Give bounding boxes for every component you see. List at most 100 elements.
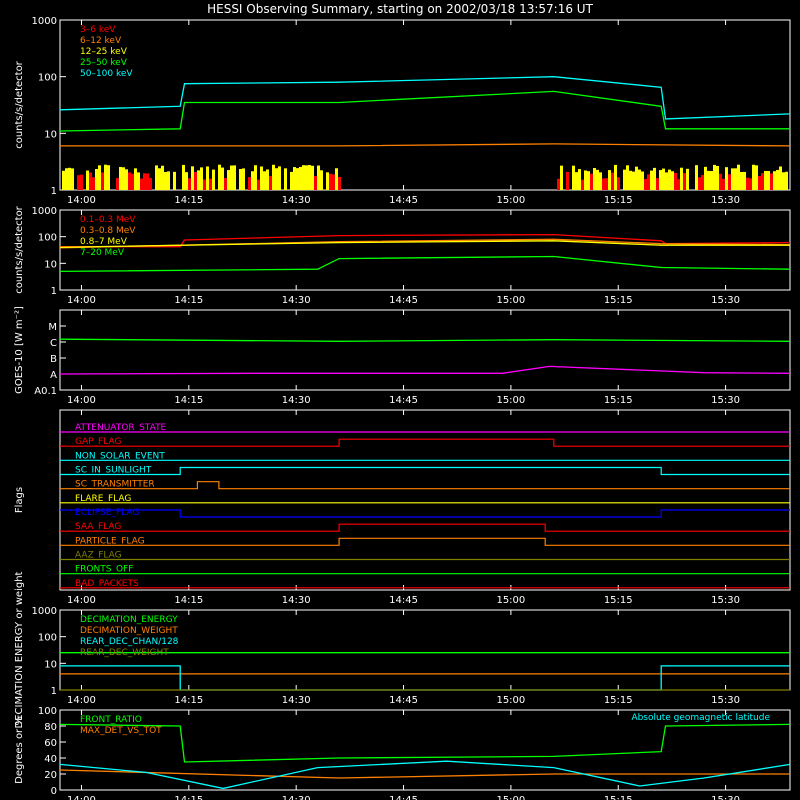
- panel-hard: 14:00 14:15 14:30 14:45 15:00 15:15 15:30 1 10 10…: [14, 16, 791, 206]
- series-goes-short: [59, 365, 791, 375]
- series-bar: [701, 175, 704, 190]
- series-bar: [641, 171, 644, 190]
- series-bar: [68, 167, 71, 190]
- time-tick-label: 15:30: [711, 795, 740, 800]
- time-tick-label: 14:00: [67, 695, 96, 706]
- time-tick-label: 15:00: [496, 195, 525, 206]
- series-50-100-kev: [59, 76, 791, 120]
- series-bar: [254, 165, 257, 190]
- y-tick-label: 1000: [32, 606, 57, 617]
- series-bar: [758, 175, 761, 190]
- series-bar: [263, 171, 266, 190]
- flag-label: GAP_FLAG: [75, 437, 121, 447]
- y-axis-label: DECIMATION ENERGY or weight: [14, 571, 25, 728]
- series-bar: [98, 165, 101, 190]
- series-bar: [164, 171, 167, 190]
- flag-label: PARTICLE_FLAG: [75, 536, 145, 546]
- series-bar: [158, 168, 161, 190]
- series-bar: [614, 164, 617, 190]
- time-tick-label: 14:45: [389, 595, 418, 606]
- series-7-20-mev: [59, 255, 791, 273]
- series-bar: [251, 171, 254, 190]
- panel-soft: 14:00 14:15 14:30 14:45 15:00 15:15 15:30 1 10 10…: [14, 205, 791, 306]
- series-bar: [593, 168, 596, 190]
- series-bar: [602, 178, 605, 190]
- series-bar: [770, 173, 773, 190]
- series-bar: [767, 170, 770, 190]
- series-bar: [278, 166, 281, 190]
- series-bar: [752, 164, 755, 190]
- legend-label: 0.8–7 MeV: [80, 237, 128, 247]
- panel-goes: 14:00 14:15 14:30 14:45 15:00 15:15 15:30 A0.1 A…: [14, 306, 791, 406]
- series-bar: [131, 173, 134, 190]
- series-bar: [194, 172, 197, 190]
- series-front-ratio: [59, 723, 791, 763]
- series-bar: [104, 164, 107, 190]
- series-bar: [578, 169, 581, 190]
- flag-label: ATTENUATOR_STATE: [75, 423, 167, 433]
- series-bar: [650, 170, 653, 190]
- series-bar: [683, 173, 686, 190]
- series-bar: [71, 168, 74, 190]
- panel-frame: [59, 409, 791, 591]
- flag-label: AAZ_FLAG: [75, 551, 122, 561]
- series-bar: [122, 167, 125, 190]
- series-bar: [740, 171, 743, 190]
- series-bar: [776, 169, 779, 190]
- series-bar: [296, 168, 299, 190]
- series-bar: [266, 169, 269, 190]
- y-axis-label: Flags: [14, 487, 25, 513]
- series-bar: [773, 171, 776, 190]
- y-tick-label: 10: [44, 659, 57, 670]
- series-bar: [161, 165, 164, 190]
- series-bar: [764, 170, 767, 190]
- series-bar: [734, 168, 737, 190]
- series-bar: [755, 165, 758, 190]
- series-bar: [581, 179, 584, 190]
- series-bar: [317, 165, 320, 190]
- series-bar: [566, 171, 569, 190]
- y-tick-label: 10: [44, 129, 57, 140]
- legend-label-right: Absolute geomagnetic latitude: [631, 713, 770, 723]
- time-tick-label: 15:15: [604, 395, 633, 406]
- legend-label: DECIMATION_WEIGHT: [80, 626, 178, 636]
- time-tick-label: 14:30: [282, 695, 311, 706]
- y-tick-label: 1: [51, 686, 57, 697]
- series-bar: [608, 170, 611, 190]
- series-bar: [572, 165, 575, 190]
- time-tick-label: 14:15: [174, 795, 203, 800]
- time-tick-label: 14:15: [174, 195, 203, 206]
- series-bar: [242, 168, 245, 190]
- series-bar: [713, 164, 716, 190]
- series-bar: [656, 178, 659, 190]
- series-bar: [623, 169, 626, 190]
- flag-line-eclipse-flag: [60, 509, 790, 518]
- series-bar: [80, 174, 83, 190]
- series-bar: [659, 170, 662, 190]
- series-bar: [137, 172, 140, 190]
- y-axis-label: counts/s/detector: [14, 60, 25, 148]
- time-tick-label: 15:00: [496, 595, 525, 606]
- series-bar: [710, 170, 713, 190]
- time-tick-label: 15:30: [711, 195, 740, 206]
- flag-label: BAD_PACKETS: [75, 579, 139, 589]
- y-tick-label: 20: [44, 770, 57, 781]
- series-bar: [719, 173, 722, 190]
- time-tick-label: 14:45: [389, 295, 418, 306]
- time-tick-label: 15:30: [711, 695, 740, 706]
- series-bar: [206, 166, 209, 190]
- y-tick-label: 1: [51, 286, 57, 297]
- series-bar: [149, 177, 152, 190]
- series-bar: [143, 173, 146, 190]
- series-bar: [299, 166, 302, 190]
- flag-line-sc-transmitter: [60, 481, 790, 490]
- panels: 14:00 14:15 14:30 14:45 15:00 15:15 15:3011010…: [14, 16, 791, 800]
- flag-label: FRONTS_OFF: [75, 565, 133, 575]
- flag-label: ECLIPSE_FLAG: [75, 508, 139, 518]
- series-bar: [134, 168, 137, 190]
- time-tick-label: 14:00: [67, 795, 96, 800]
- series-bar: [86, 170, 89, 190]
- time-tick-label: 14:45: [389, 195, 418, 206]
- series-bar: [146, 173, 149, 190]
